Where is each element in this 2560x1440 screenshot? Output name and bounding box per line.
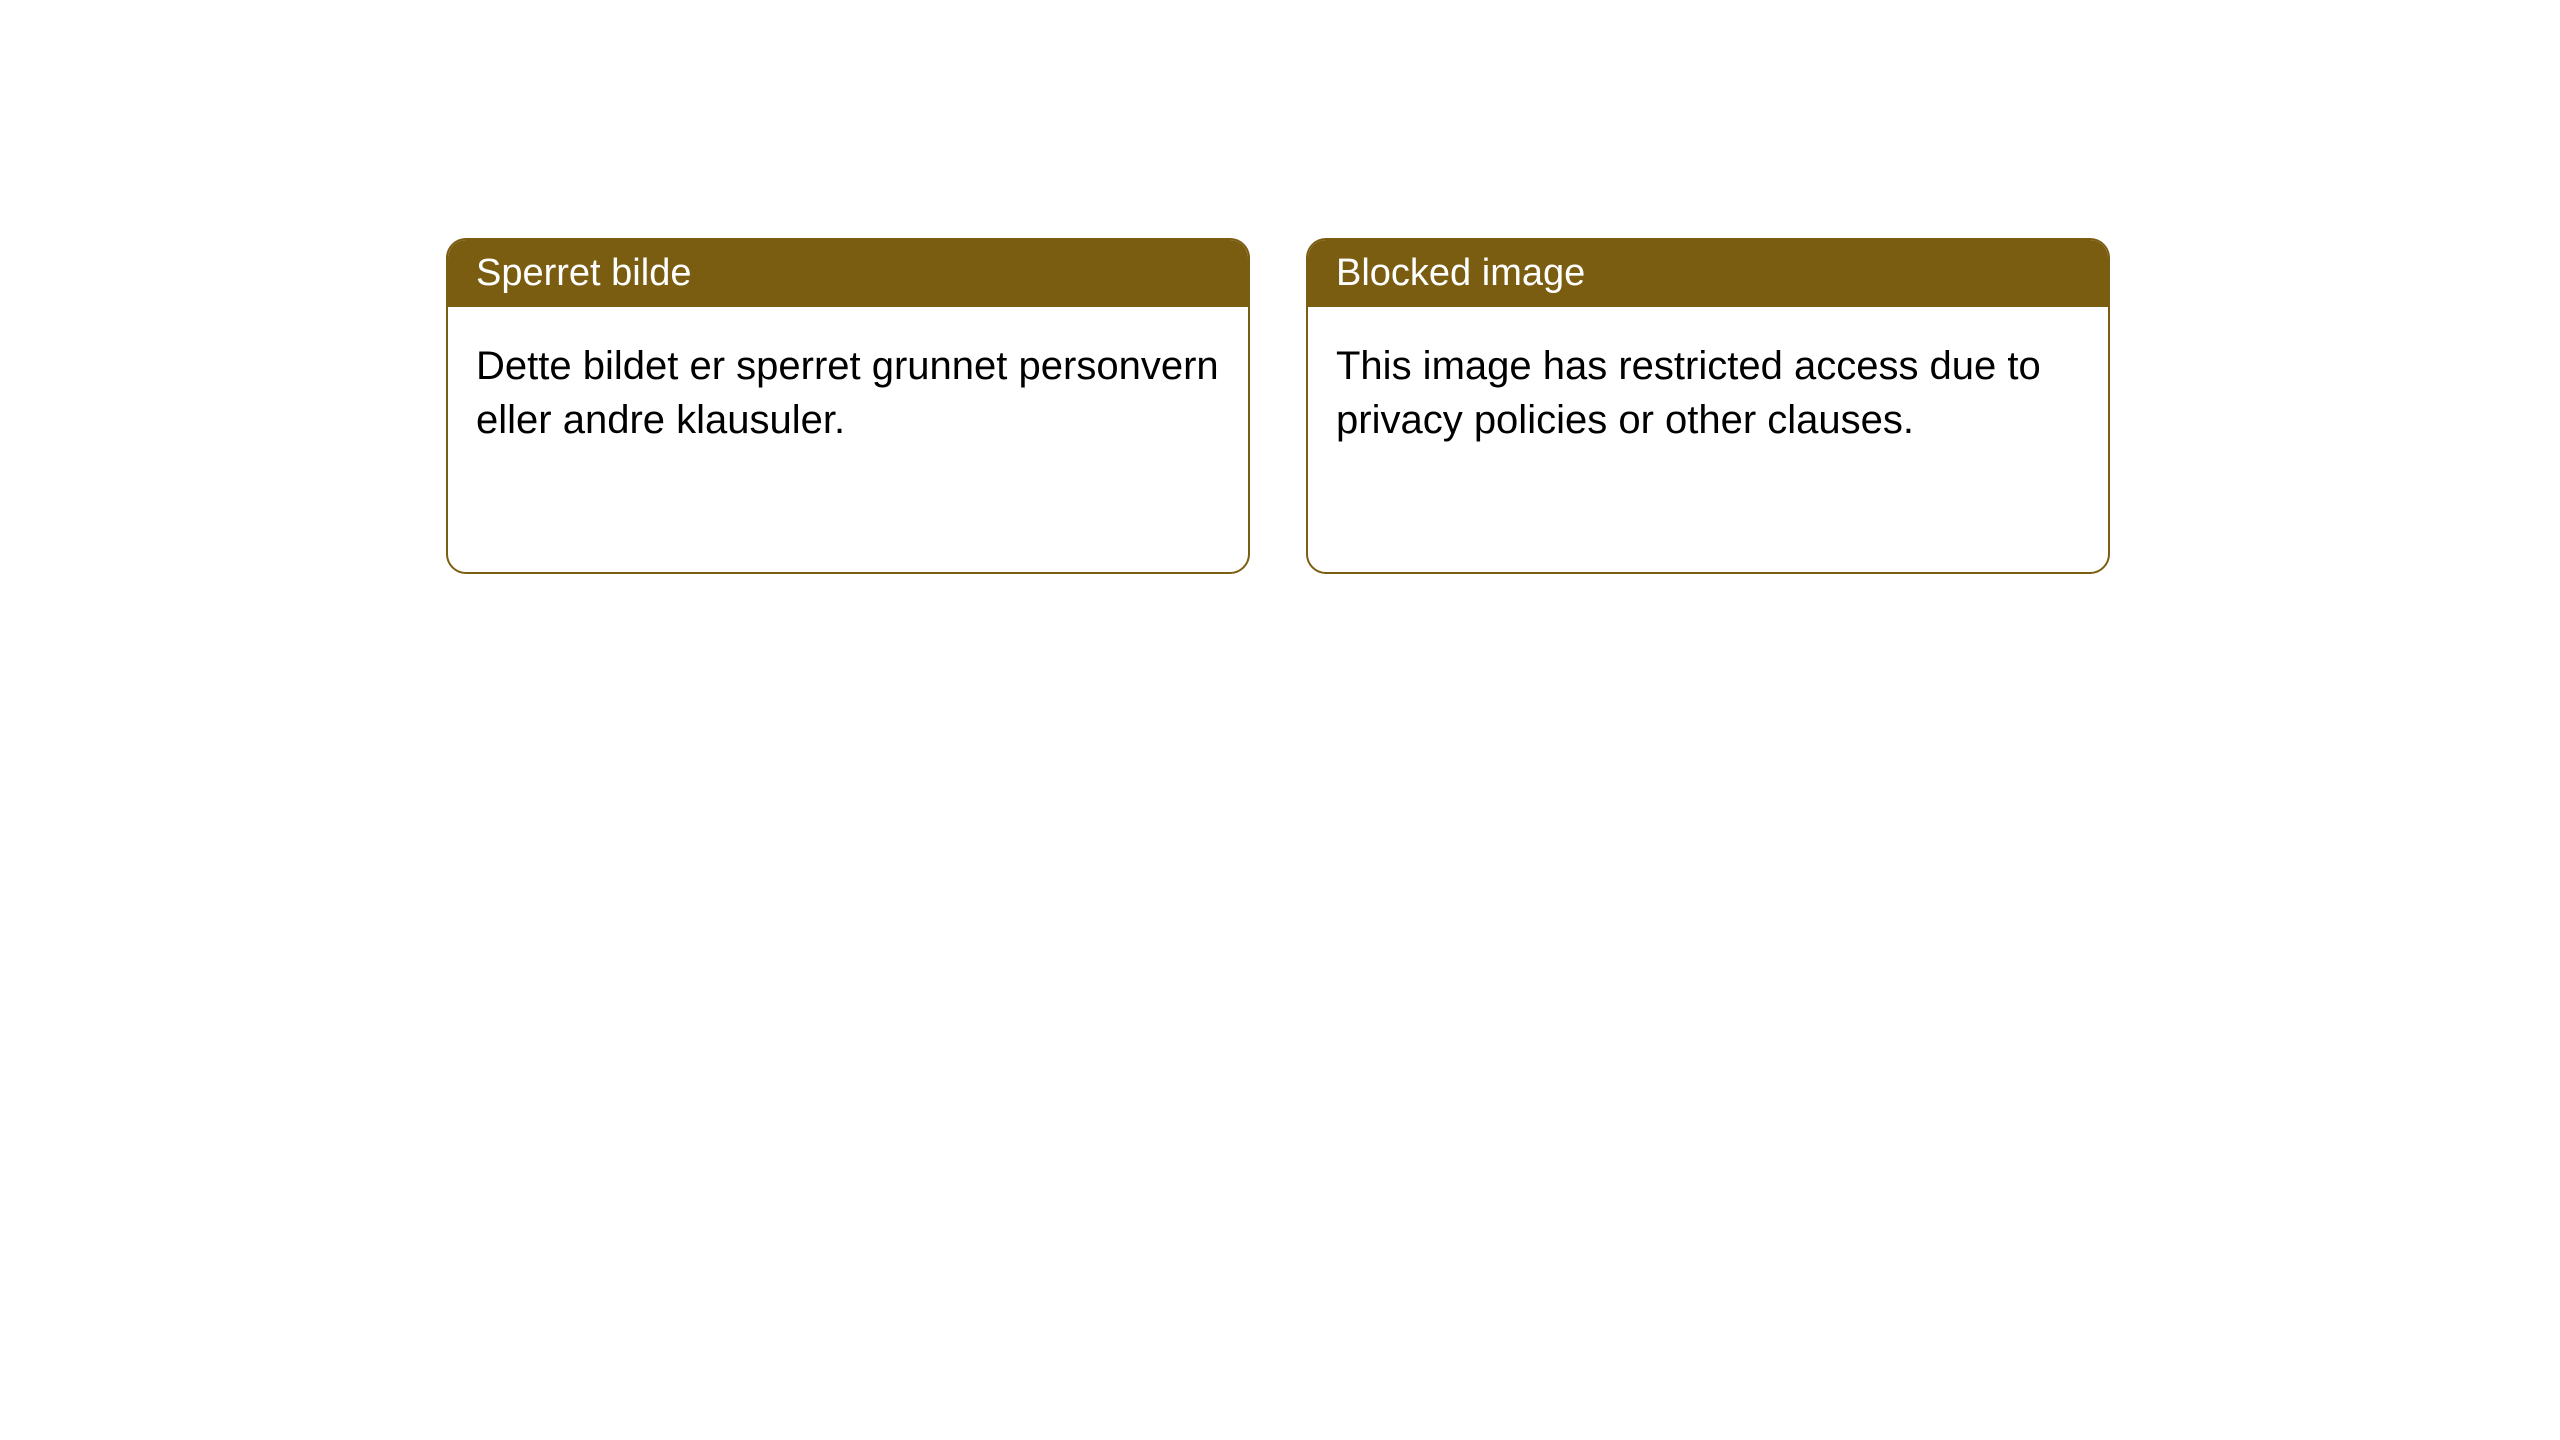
notice-card-norwegian-body: Dette bildet er sperret grunnet personve…: [448, 307, 1248, 479]
notice-card-english-title: Blocked image: [1308, 240, 2108, 307]
notice-card-english: Blocked image This image has restricted …: [1306, 238, 2110, 574]
notice-card-english-body: This image has restricted access due to …: [1308, 307, 2108, 479]
notice-card-norwegian-title: Sperret bilde: [448, 240, 1248, 307]
notice-cards-container: Sperret bilde Dette bildet er sperret gr…: [446, 238, 2110, 574]
notice-card-norwegian: Sperret bilde Dette bildet er sperret gr…: [446, 238, 1250, 574]
